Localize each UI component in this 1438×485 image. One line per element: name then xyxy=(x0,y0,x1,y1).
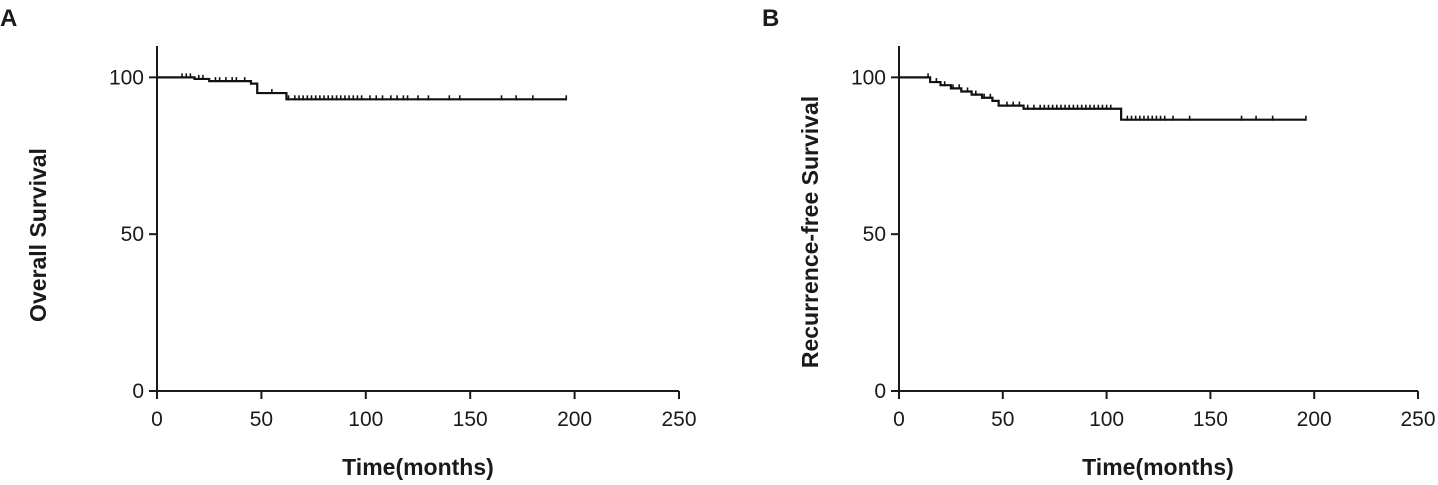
panel-b-survival-curve xyxy=(899,76,1306,121)
panel-a-y-tick-label: 50 xyxy=(121,223,144,246)
panel-a-y-tick-label: 0 xyxy=(132,380,144,403)
panel-a-x-axis-label: Time(months) xyxy=(342,454,494,480)
panel-b-y-tick-label: 50 xyxy=(863,223,886,246)
panel-b: B Recurrence-free Survival Time(months) … xyxy=(762,5,1436,480)
panel-a-x-tick-label: 0 xyxy=(151,408,163,431)
panel-b-y-axis-label: Recurrence-free Survival xyxy=(797,96,823,368)
panel-b-x-tick-label: 150 xyxy=(1193,408,1228,431)
panel-a-y-axis-label: Overall Survival xyxy=(25,148,51,322)
panel-a-x-tick-label: 50 xyxy=(250,408,273,431)
panel-b-y-tick-label: 100 xyxy=(851,66,886,89)
panel-a-x-tick-label: 150 xyxy=(453,408,488,431)
panel-a-plot-area: 0 50 100 0 50 100 150 200 250 xyxy=(109,46,697,431)
panel-b-letter: B xyxy=(762,5,779,32)
panel-b-x-tick-label: 250 xyxy=(1400,408,1435,431)
panel-b-x-axis-label: Time(months) xyxy=(1082,454,1234,480)
panel-a-x-tick-label: 200 xyxy=(557,408,592,431)
panel-a-x-tick-label: 250 xyxy=(661,408,696,431)
panel-a: A Overall Survival Time(months) 0 50 100 0 5… xyxy=(0,5,697,480)
panel-a-letter: A xyxy=(0,5,17,32)
panel-b-plot-area: 0 50 100 0 50 100 150 200 250 xyxy=(851,46,1436,431)
panel-a-y-tick-label: 100 xyxy=(109,66,144,89)
panel-b-x-tick-label: 200 xyxy=(1297,408,1332,431)
panel-a-survival-curve xyxy=(157,76,567,101)
panel-b-x-tick-label: 0 xyxy=(893,408,905,431)
panel-a-x-tick-label: 100 xyxy=(348,408,383,431)
panel-b-y-tick-label: 0 xyxy=(874,380,886,403)
panel-b-x-tick-label: 100 xyxy=(1089,408,1124,431)
panel-b-x-tick-label: 50 xyxy=(991,408,1014,431)
